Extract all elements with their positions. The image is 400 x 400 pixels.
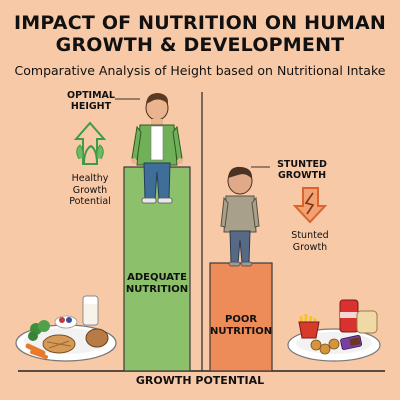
- stunted-growth-line-2: GROWTH: [277, 170, 327, 181]
- junk-food-plate-icon: [287, 299, 381, 362]
- healthy-food-plate-icon: [15, 295, 117, 362]
- stunted-child-figure: [220, 166, 260, 267]
- bar-label-poor-line-2: NUTRITION: [210, 326, 273, 337]
- title-line-2: GROWTH & DEVELOPMENT: [55, 34, 345, 56]
- stunted-growth-label: STUNTED GROWTH: [272, 159, 332, 181]
- healthy-growth-note: Healthy Growth Potential: [60, 173, 120, 208]
- healthy-growth-line-3: Potential: [69, 196, 111, 207]
- healthy-growth-line-2: Growth: [72, 184, 108, 196]
- title-line-1: IMPACT OF NUTRITION ON HUMAN: [14, 12, 386, 34]
- optimal-height-line-1: OPTIMAL: [67, 90, 115, 101]
- stunted-growth-line-1: STUNTED: [277, 159, 327, 170]
- optimal-height-label: OPTIMAL HEIGHT: [66, 90, 116, 112]
- bar-adequate-nutrition: [123, 166, 191, 372]
- bar-label-adequate-line-2: NUTRITION: [125, 284, 189, 295]
- bar-label-adequate-line-1: ADEQUATE: [127, 272, 187, 283]
- healthy-child-figure: [131, 93, 183, 204]
- stunted-growth-note-line-1: Stunted: [291, 230, 329, 241]
- page-subtitle: Comparative Analysis of Height based on …: [14, 63, 386, 78]
- page-title: IMPACT OF NUTRITION ON HUMAN GROWTH & DE…: [0, 12, 400, 56]
- stunted-growth-note: Stunted Growth: [282, 230, 338, 253]
- growth-up-arrow-icon: [73, 121, 107, 165]
- stunted-growth-note-line-2: Growth: [292, 241, 328, 253]
- stunted-down-arrow-icon: [292, 187, 328, 224]
- bar-label-poor: POOR NUTRITION: [210, 314, 272, 338]
- x-axis-label: GROWTH POTENTIAL: [135, 374, 265, 387]
- healthy-growth-line-1: Healthy: [71, 173, 109, 184]
- optimal-height-line-2: HEIGHT: [70, 101, 112, 112]
- bar-label-poor-line-1: POOR: [224, 314, 258, 325]
- bar-label-adequate: ADEQUATE NUTRITION: [124, 272, 190, 296]
